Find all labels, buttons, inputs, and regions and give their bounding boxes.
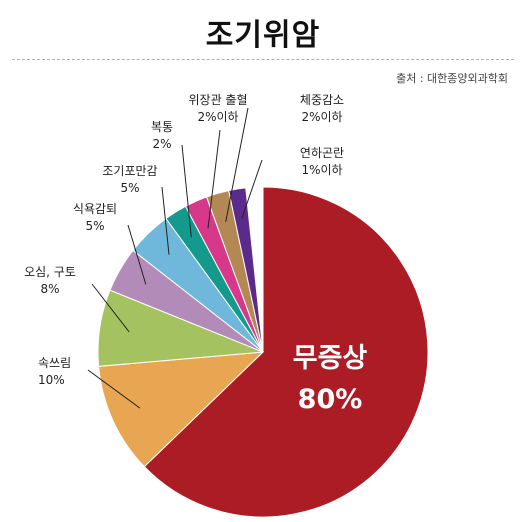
chart-title: 조기위암	[205, 18, 321, 53]
slice-속쓰림	[98, 351, 265, 468]
leader-lines	[87, 107, 263, 409]
slice-value-체중감소: 2%이하	[301, 110, 342, 124]
slice-label-속쓰림: 속쓰림	[38, 356, 71, 370]
slice-label-복통: 복통	[151, 120, 173, 134]
slice-label-식욕감퇴: 식욕감퇴	[73, 202, 117, 216]
leader-line-조기포만감	[161, 186, 170, 255]
slice-label-위장관-출혈: 위장관 출혈	[188, 93, 247, 107]
leader-line-연하곤란	[241, 159, 263, 219]
leader-line-속쓰림	[87, 369, 141, 409]
slice-value-위장관-출혈: 2%이하	[197, 110, 238, 124]
slice-연하곤란	[228, 187, 264, 353]
slice-label-조기포만감: 조기포만감	[102, 164, 157, 178]
slice-value-식욕감퇴: 5%	[85, 219, 104, 233]
leader-line-식욕감퇴	[127, 224, 147, 285]
slice-무증상	[143, 186, 429, 518]
slice-value-무증상: 80%	[298, 384, 363, 415]
leader-line-복통	[181, 144, 192, 238]
source-note: 출처 : 대한종양외과학회	[396, 72, 508, 85]
title-divider	[12, 59, 514, 60]
leader-line-오심-구토	[91, 283, 130, 333]
slice-value-오심-구토: 8%	[40, 282, 59, 296]
slice-label-무증상: 무증상	[293, 343, 368, 374]
slice-value-조기포만감: 5%	[120, 181, 139, 195]
leader-line-체중감소	[225, 107, 249, 223]
slice-label-연하곤란: 연하곤란	[300, 146, 344, 160]
slice-label-오심-구토: 오심, 구토	[24, 265, 76, 279]
slice-value-속쓰림: 10%	[38, 373, 65, 387]
slice-label-체중감소: 체중감소	[300, 93, 344, 107]
slice-value-연하곤란: 1%이하	[301, 163, 342, 177]
leader-line-위장관-출혈	[207, 129, 221, 229]
pie-slices	[97, 186, 429, 518]
slice-value-복통: 2%	[152, 137, 171, 151]
